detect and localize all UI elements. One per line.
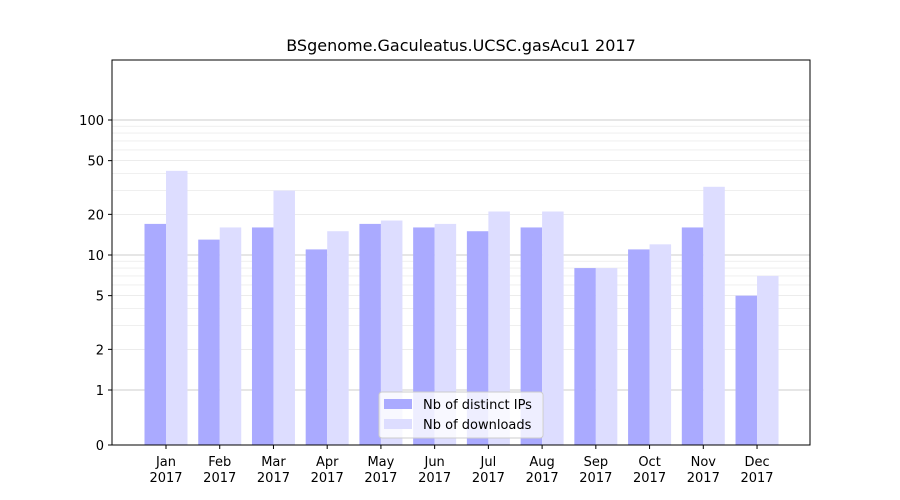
x-tick-label: Jun 2017	[418, 455, 451, 486]
bar-downloads	[595, 268, 618, 445]
bar-downloads	[219, 227, 242, 445]
bar-downloads	[488, 211, 510, 445]
bar-distinct-ips	[520, 227, 543, 445]
bar-distinct-ips	[574, 268, 596, 445]
x-tick-label: Aug 2017	[526, 455, 559, 486]
bar-downloads	[327, 231, 349, 445]
bar-downloads	[757, 275, 779, 445]
bar-downloads	[166, 170, 188, 446]
x-tick-label: Sep 2017	[579, 455, 612, 486]
x-tick-label: May 2017	[364, 455, 397, 486]
bar-distinct-ips	[251, 227, 274, 445]
bar-distinct-ips	[628, 249, 650, 445]
x-tick-label: Feb 2017	[203, 455, 236, 486]
bar-distinct-ips	[413, 227, 435, 445]
y-tick-label: 1	[96, 384, 104, 399]
bar-distinct-ips	[735, 295, 758, 445]
x-tick-label: Mar 2017	[257, 455, 290, 486]
x-tick-label: Nov 2017	[687, 455, 720, 486]
y-tick-label: 0	[96, 439, 104, 454]
x-tick-label: Oct 2017	[633, 455, 666, 486]
legend-box	[378, 391, 544, 439]
x-axis: Jan 2017 Feb 2017 Mar 2017 Apr 2017 May 2017 Jun 20…	[149, 445, 774, 486]
x-tick-label: Apr 2017	[311, 455, 344, 486]
x-tick-label: Dec 2017	[740, 455, 773, 486]
bar-downloads	[703, 186, 725, 445]
bar-downloads	[273, 190, 295, 445]
y-tick-label: 2	[96, 343, 104, 358]
bar-distinct-ips	[359, 223, 381, 445]
chart-title: BSgenome.Gaculeatus.UCSC.gasAcu1 2017	[286, 36, 636, 55]
y-axis: 0 1 2 5 10 20 50 100	[79, 114, 112, 454]
legend: Nb of distinct IPs Nb of downloads	[378, 391, 544, 439]
y-tick-label: 5	[96, 290, 104, 305]
plot-frame	[111, 59, 811, 446]
legend-label: Nb of downloads	[423, 418, 532, 433]
legend-swatch	[384, 399, 412, 409]
x-tick-label: Jul 2017	[472, 455, 505, 486]
bar-downloads	[649, 244, 672, 445]
y-tick-label: 20	[87, 208, 104, 223]
bar-distinct-ips	[198, 239, 220, 445]
legend-swatch	[384, 419, 412, 429]
bar-downloads	[542, 211, 564, 445]
x-tick-label: Jan 2017	[149, 455, 182, 486]
y-tick-label: 50	[87, 155, 104, 170]
y-tick-label: 10	[87, 249, 104, 264]
bar-distinct-ips	[681, 227, 704, 445]
y-tick-label: 100	[79, 114, 104, 129]
bar-distinct-ips	[305, 249, 328, 445]
bar-distinct-ips	[144, 223, 166, 445]
bar-downloads	[380, 220, 403, 445]
bar-downloads	[434, 223, 457, 445]
legend-label: Nb of distinct IPs	[423, 398, 532, 413]
